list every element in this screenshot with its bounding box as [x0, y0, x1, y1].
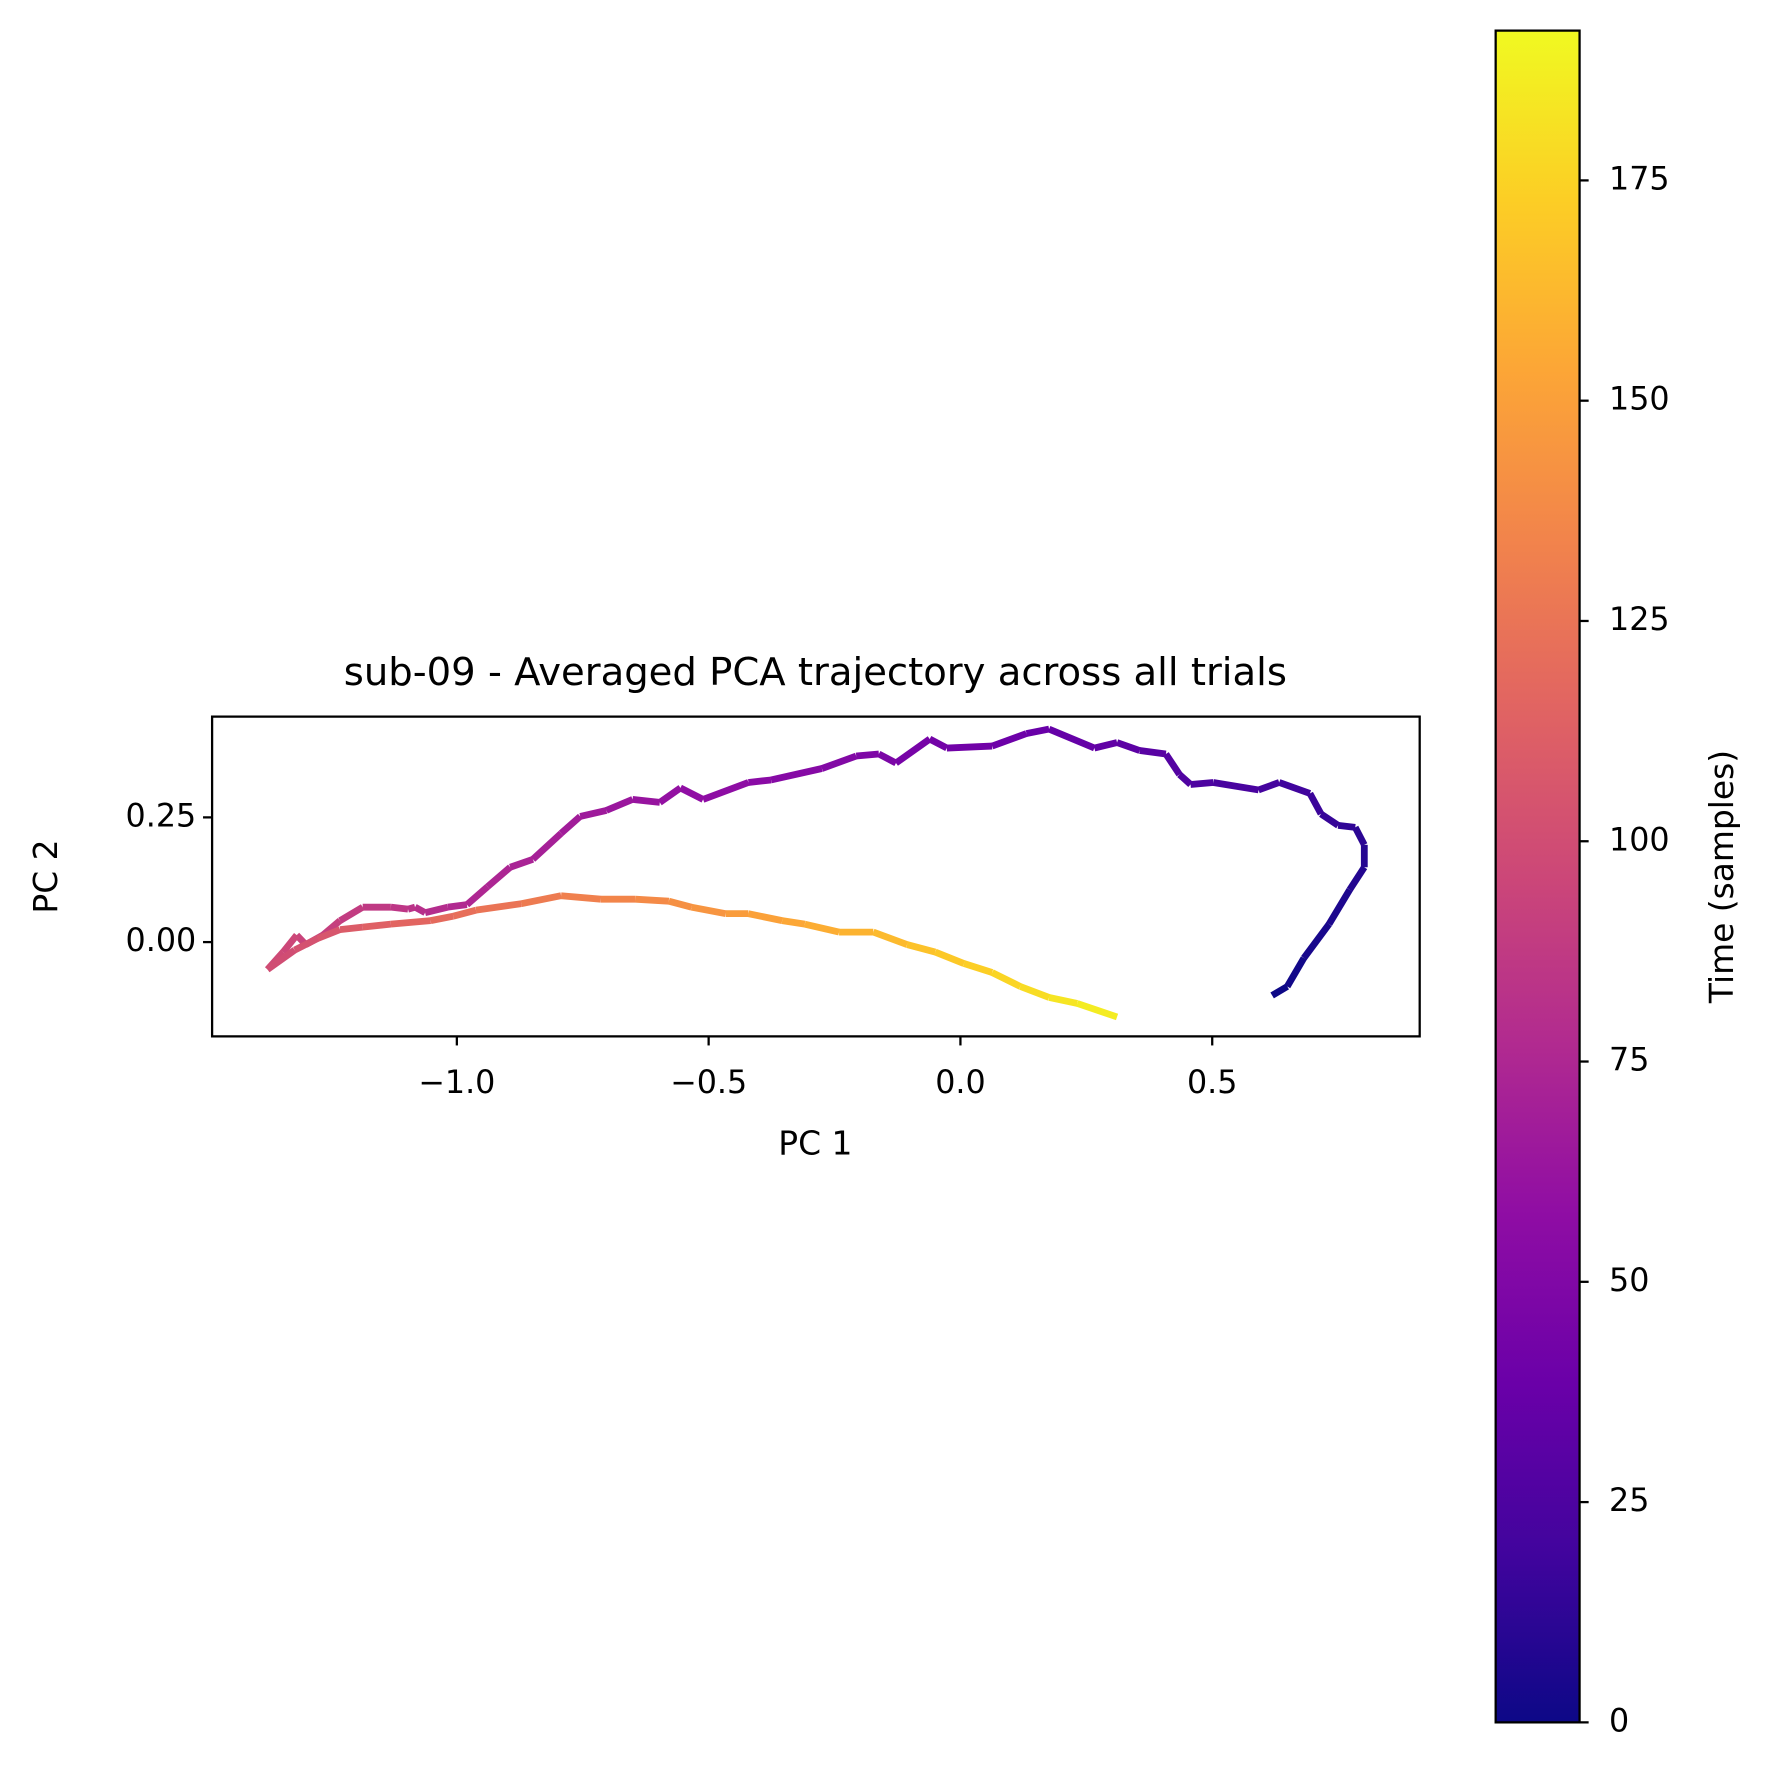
trajectory-segment	[990, 730, 1028, 750]
trajectory-segment	[946, 742, 993, 752]
trajectory-segment	[362, 920, 392, 931]
trajectory-segment	[558, 813, 583, 836]
trajectory-segment	[530, 830, 564, 862]
trajectory-segment	[1352, 825, 1368, 847]
trajectory-segment	[1048, 994, 1078, 1007]
trajectory-segment	[280, 932, 300, 955]
y-axis-label: PC 2	[26, 839, 65, 913]
trajectory-segment	[464, 884, 490, 908]
trajectory-segment	[928, 736, 949, 752]
trajectory-segment	[1346, 865, 1368, 892]
trajectory-segment	[485, 864, 513, 890]
trajectory-segment	[1284, 956, 1307, 989]
trajectory-segment	[413, 904, 427, 916]
trajectory-segment	[293, 935, 319, 954]
trajectory-segment	[781, 917, 806, 928]
trajectory-segment	[872, 928, 909, 948]
trajectory-segment	[1278, 779, 1312, 797]
trajectory-segment	[475, 900, 522, 914]
chart-title: sub-09 - Averaged PCA trajectory across …	[344, 650, 1287, 695]
trajectory-segment	[1319, 811, 1341, 829]
trajectory-segment	[877, 751, 898, 767]
trajectory-segment	[579, 807, 608, 820]
trajectory-segment	[1337, 821, 1356, 831]
trajectory-segment	[338, 904, 365, 924]
plot-frame	[210, 715, 1421, 1038]
trajectory-segment	[634, 895, 670, 905]
trajectory-segment	[820, 752, 858, 772]
trajectory-segment	[1257, 779, 1281, 794]
colorbar-tick-label: 75	[1609, 1043, 1649, 1079]
colorbar-tick-label: 0	[1609, 1703, 1629, 1739]
trajectory	[264, 725, 1368, 1021]
trajectory-segment	[667, 897, 693, 911]
trajectory-segment	[748, 776, 772, 786]
trajectory-segment	[1163, 752, 1183, 777]
colorbar-tick-label: 175	[1609, 161, 1670, 197]
trajectory-segment	[429, 912, 454, 924]
x-tick-label: 0.5	[1187, 1065, 1237, 1101]
trajectory-segment	[1019, 983, 1051, 1001]
trajectory-segment	[962, 960, 994, 976]
trajectory-segment	[1326, 887, 1353, 926]
x-axis-label: PC 1	[778, 1124, 852, 1163]
trajectory-segment	[855, 750, 880, 760]
trajectory-segment	[605, 796, 634, 814]
trajectory-segment	[632, 796, 661, 806]
trajectory-segment	[990, 969, 1022, 990]
x-tick-label: −1.0	[418, 1065, 495, 1101]
trajectory-segment	[701, 779, 750, 803]
trajectory-segment	[509, 856, 535, 871]
trajectory-segment	[1139, 747, 1167, 758]
trajectory-segment	[407, 903, 416, 913]
trajectory-segment	[424, 903, 449, 916]
trajectory-segment	[678, 784, 705, 803]
x-tick-label: −0.5	[670, 1065, 747, 1101]
trajectory-segment	[1047, 725, 1096, 752]
trajectory-segment	[894, 736, 932, 766]
trajectory-segment	[1270, 983, 1289, 999]
x-tick-label: 0.0	[935, 1065, 985, 1101]
trajectory-segment	[1190, 779, 1214, 788]
y-tick-label: 0.00	[126, 923, 197, 959]
trajectory-segment	[804, 920, 840, 936]
y-tick-label: 0.25	[126, 798, 197, 834]
trajectory-segment	[265, 947, 297, 973]
trajectory-segment	[1115, 739, 1141, 754]
trajectory-segment	[452, 906, 477, 920]
trajectory-segment	[1093, 739, 1118, 752]
colorbar	[1494, 29, 1581, 1724]
trajectory-segment	[1177, 771, 1193, 787]
trajectory-segment	[933, 948, 966, 967]
trajectory-segment	[316, 926, 342, 942]
colorbar-tick-label: 125	[1609, 602, 1670, 638]
colorbar-tick-label: 25	[1609, 1483, 1649, 1519]
trajectory-segment	[1301, 922, 1332, 961]
trajectory-segment	[447, 901, 468, 911]
trajectory-segment	[906, 941, 937, 956]
trajectory-segment	[560, 892, 602, 903]
trajectory-segment	[339, 923, 364, 934]
trajectory-segment	[747, 910, 783, 924]
colorbar-tick-label: 100	[1609, 822, 1670, 858]
trajectory-segment	[520, 892, 562, 908]
trajectory-segment	[1306, 791, 1324, 816]
colorbar-label: Time (samples)	[1702, 750, 1741, 1004]
trajectory-segment	[1025, 725, 1050, 737]
trajectory-segment	[1212, 779, 1260, 794]
trajectory-segment	[390, 903, 409, 913]
colorbar-tick-label: 50	[1609, 1263, 1649, 1299]
trajectory-segment	[690, 903, 727, 918]
colorbar-tick-label: 150	[1609, 382, 1670, 418]
trajectory-segment	[657, 785, 683, 806]
trajectory-segment	[1076, 1000, 1119, 1021]
trajectory-segment	[770, 765, 823, 784]
trajectory-segment	[390, 917, 431, 928]
